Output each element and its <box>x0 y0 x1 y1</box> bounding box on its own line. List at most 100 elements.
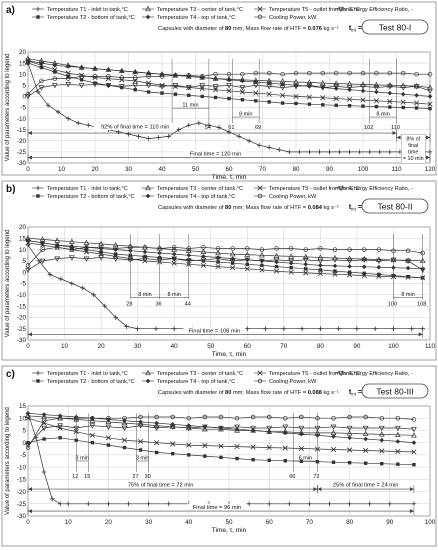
data-point <box>400 70 406 76</box>
data-point <box>333 96 339 102</box>
data-point <box>267 100 271 104</box>
y-axis-label: Value of parameters according to legend <box>5 407 11 515</box>
data-point <box>142 245 148 250</box>
data-point <box>105 424 112 430</box>
data-point <box>387 70 393 76</box>
data-point <box>236 134 242 139</box>
data-point <box>170 422 176 427</box>
data-point <box>244 257 251 263</box>
span-label: 8 min <box>138 292 151 298</box>
data-point <box>230 256 235 261</box>
data-point <box>199 86 205 92</box>
legend-marker-cross <box>257 6 263 12</box>
series-cross <box>25 240 426 281</box>
data-point <box>347 272 353 278</box>
data-point <box>363 461 368 465</box>
data-point <box>298 425 305 432</box>
data-point <box>120 85 124 90</box>
series-line <box>27 242 423 279</box>
data-point <box>317 270 323 277</box>
data-point <box>302 253 309 259</box>
test-name: Test 80-III <box>376 387 413 397</box>
data-point <box>40 242 46 248</box>
data-point <box>213 95 218 100</box>
data-point <box>138 414 143 420</box>
data-point <box>244 251 251 257</box>
data-point <box>218 414 224 420</box>
data-point <box>361 257 368 263</box>
x-axis-label: Time, τ, min <box>212 527 247 534</box>
data-point <box>203 454 207 458</box>
data-point <box>360 88 366 94</box>
data-point <box>218 443 224 449</box>
data-point <box>303 270 309 276</box>
data-point <box>79 65 84 70</box>
data-point <box>346 258 353 265</box>
x-tick-label: 10 <box>65 519 73 526</box>
data-point <box>126 501 131 507</box>
data-point <box>346 85 353 91</box>
series-line <box>27 416 414 448</box>
x-tick-label: 30 <box>145 519 153 526</box>
y-tick-label: 0 <box>22 269 26 276</box>
x-tick-label: 70 <box>280 343 288 350</box>
data-point <box>411 427 417 433</box>
arrow-label: Final time = 108 min <box>189 328 240 334</box>
x-tick-label: 20 <box>91 166 99 173</box>
data-point <box>288 269 294 275</box>
x-tick-label: 10 <box>58 166 66 173</box>
panel-label: a) <box>6 5 15 16</box>
y-tick-label: 5 <box>22 428 26 435</box>
data-point <box>201 245 206 250</box>
data-point <box>84 245 89 250</box>
y-tick-label: -25 <box>17 149 27 156</box>
info-flow: 0.088 <box>308 390 322 396</box>
data-point <box>244 326 250 331</box>
info-mid: mm; Mass flow rate of HTF = <box>231 26 307 32</box>
data-point <box>363 436 368 442</box>
data-point <box>259 258 265 265</box>
legend-marker-triangle <box>145 369 151 376</box>
y-tick-label: -20 <box>17 138 27 145</box>
data-point <box>411 440 417 445</box>
x-tick-label: 60 <box>244 343 252 350</box>
data-point <box>347 149 352 155</box>
x-tick-label: 110 <box>391 166 402 173</box>
data-point <box>259 252 265 258</box>
data-point <box>318 326 323 331</box>
data-point <box>215 249 221 256</box>
data-point <box>54 245 60 250</box>
data-point <box>428 106 432 111</box>
legend-marker-plus <box>35 185 41 191</box>
data-point <box>282 424 289 430</box>
data-point <box>411 449 417 455</box>
y-tick-label: -25 <box>17 326 27 333</box>
event-marker-label: 36 <box>155 301 161 307</box>
panel-label: c) <box>6 369 15 380</box>
data-point <box>83 249 90 255</box>
info-tint: t <box>349 204 352 211</box>
y-tick-label: -15 <box>17 127 27 134</box>
data-point <box>135 326 140 331</box>
data-point <box>331 415 336 421</box>
data-point <box>143 254 147 259</box>
data-point <box>25 411 31 416</box>
data-point <box>153 425 160 432</box>
span-label: 8 min <box>239 112 252 118</box>
y-tick-label: 20 <box>19 49 27 56</box>
data-point <box>405 258 411 265</box>
data-point <box>25 263 31 268</box>
data-point <box>215 256 221 262</box>
data-point <box>65 76 71 81</box>
data-point <box>427 88 433 94</box>
series-cross <box>25 415 417 455</box>
y-tick-label: -10 <box>17 116 27 123</box>
data-point <box>137 423 144 429</box>
info-tint-sub: int <box>351 207 357 212</box>
data-point <box>229 250 236 257</box>
x-tick-label: 40 <box>158 166 166 173</box>
data-point <box>65 64 71 69</box>
data-point <box>186 415 192 421</box>
data-point <box>266 414 272 420</box>
data-point <box>362 425 369 432</box>
